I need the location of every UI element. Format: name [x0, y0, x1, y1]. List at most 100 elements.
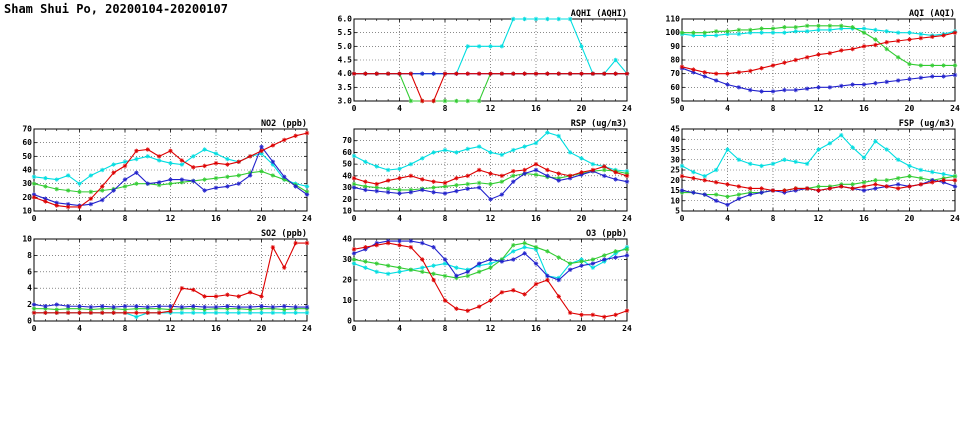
svg-text:20: 20 — [905, 104, 915, 113]
svg-text:24: 24 — [622, 104, 632, 113]
svg-text:0: 0 — [352, 214, 357, 223]
svg-text:12: 12 — [486, 324, 496, 333]
svg-text:8: 8 — [27, 251, 32, 260]
svg-text:0: 0 — [352, 324, 357, 333]
svg-text:24: 24 — [302, 324, 312, 333]
svg-text:16: 16 — [531, 104, 541, 113]
svg-text:25: 25 — [670, 166, 680, 175]
svg-text:16: 16 — [211, 214, 221, 223]
svg-text:70: 70 — [670, 69, 680, 78]
svg-text:40: 40 — [670, 135, 680, 144]
chart-aqi: 50 60 70 80 90 100 110 0 4 8 12 16 20 24 AQI (AQI) — [658, 8, 960, 116]
svg-text:30: 30 — [22, 179, 32, 188]
svg-text:16: 16 — [859, 104, 869, 113]
svg-text:0: 0 — [352, 104, 357, 113]
svg-text:AQI (AQI): AQI (AQI) — [909, 9, 955, 19]
svg-text:40: 40 — [342, 235, 352, 244]
svg-text:20: 20 — [342, 276, 352, 285]
svg-text:60: 60 — [22, 138, 32, 147]
svg-text:40: 40 — [22, 166, 32, 175]
svg-text:20: 20 — [577, 104, 587, 113]
svg-text:8: 8 — [123, 324, 128, 333]
chart-fsp: 5 10 15 20 25 30 35 40 45 0 4 8 12 16 20 24 FSP (ug/m3) — [658, 118, 960, 226]
svg-text:12: 12 — [486, 214, 496, 223]
svg-text:60: 60 — [342, 148, 352, 157]
svg-text:4: 4 — [397, 324, 402, 333]
svg-text:8: 8 — [123, 214, 128, 223]
svg-text:0: 0 — [680, 104, 685, 113]
svg-text:RSP (ug/m3): RSP (ug/m3) — [571, 119, 627, 129]
svg-text:SO2 (ppb): SO2 (ppb) — [261, 229, 307, 239]
svg-text:20: 20 — [577, 214, 587, 223]
svg-text:2: 2 — [27, 300, 32, 309]
svg-text:12: 12 — [166, 214, 176, 223]
svg-text:50: 50 — [342, 160, 352, 169]
svg-text:16: 16 — [531, 214, 541, 223]
chart-aqhi: 3.0 3.5 4.0 4.5 5.0 5.5 6.0 0 4 8 12 16 20 24 AQHI (AQ… — [330, 8, 632, 116]
svg-text:30: 30 — [342, 183, 352, 192]
svg-text:50: 50 — [22, 152, 32, 161]
svg-text:24: 24 — [950, 214, 960, 223]
svg-text:20: 20 — [257, 214, 267, 223]
svg-text:8: 8 — [443, 214, 448, 223]
svg-text:110: 110 — [666, 15, 681, 24]
svg-text:70: 70 — [22, 125, 32, 134]
svg-text:20: 20 — [257, 324, 267, 333]
svg-text:12: 12 — [814, 104, 824, 113]
svg-text:8: 8 — [771, 214, 776, 223]
svg-text:24: 24 — [950, 104, 960, 113]
page-title: Sham Shui Po, 20200104-20200107 — [4, 2, 228, 16]
svg-text:0: 0 — [680, 214, 685, 223]
svg-text:16: 16 — [859, 214, 869, 223]
svg-text:20: 20 — [670, 176, 680, 185]
svg-text:4: 4 — [77, 324, 82, 333]
svg-text:80: 80 — [670, 56, 680, 65]
svg-text:30: 30 — [342, 255, 352, 264]
svg-text:10: 10 — [342, 207, 352, 216]
svg-text:20: 20 — [342, 195, 352, 204]
svg-text:12: 12 — [814, 214, 824, 223]
chart-rsp: 10 20 30 40 50 60 70 0 4 8 12 16 20 24 RSP (ug/m3) — [330, 118, 632, 226]
svg-text:30: 30 — [670, 155, 680, 164]
svg-text:0: 0 — [27, 317, 32, 326]
svg-text:3.0: 3.0 — [338, 97, 353, 106]
svg-text:4: 4 — [397, 104, 402, 113]
svg-text:4: 4 — [397, 214, 402, 223]
svg-text:8: 8 — [771, 104, 776, 113]
svg-text:8: 8 — [443, 104, 448, 113]
svg-text:AQHI (AQHI): AQHI (AQHI) — [571, 9, 627, 19]
chart-so2: 0 2 4 6 8 10 0 4 8 12 16 20 24 SO2 (ppb) — [10, 228, 312, 336]
svg-text:5: 5 — [675, 207, 680, 216]
svg-text:6: 6 — [27, 267, 32, 276]
svg-text:24: 24 — [622, 324, 632, 333]
svg-text:10: 10 — [22, 207, 32, 216]
svg-text:20: 20 — [905, 214, 915, 223]
svg-text:16: 16 — [211, 324, 221, 333]
svg-text:70: 70 — [342, 136, 352, 145]
svg-text:0: 0 — [347, 317, 352, 326]
svg-text:20: 20 — [22, 193, 32, 202]
svg-text:24: 24 — [622, 214, 632, 223]
svg-text:90: 90 — [670, 42, 680, 51]
svg-text:4.5: 4.5 — [338, 56, 353, 65]
svg-text:4: 4 — [77, 214, 82, 223]
svg-text:24: 24 — [302, 214, 312, 223]
svg-text:NO2 (ppb): NO2 (ppb) — [261, 119, 307, 129]
svg-text:3.5: 3.5 — [338, 83, 353, 92]
svg-text:15: 15 — [670, 186, 680, 195]
chart-o3: 0 10 20 30 40 0 4 8 12 16 20 24 O3 (ppb) — [330, 228, 632, 336]
svg-text:8: 8 — [443, 324, 448, 333]
svg-text:60: 60 — [670, 83, 680, 92]
svg-text:12: 12 — [166, 324, 176, 333]
svg-text:10: 10 — [342, 296, 352, 305]
svg-text:50: 50 — [670, 97, 680, 106]
svg-text:40: 40 — [342, 171, 352, 180]
svg-text:5.0: 5.0 — [338, 42, 353, 51]
svg-text:6.0: 6.0 — [338, 15, 353, 24]
svg-text:12: 12 — [486, 104, 496, 113]
svg-text:20: 20 — [577, 324, 587, 333]
svg-text:10: 10 — [670, 196, 680, 205]
svg-text:45: 45 — [670, 125, 680, 134]
svg-text:4.0: 4.0 — [338, 69, 353, 78]
svg-text:O3 (ppb): O3 (ppb) — [586, 229, 627, 239]
